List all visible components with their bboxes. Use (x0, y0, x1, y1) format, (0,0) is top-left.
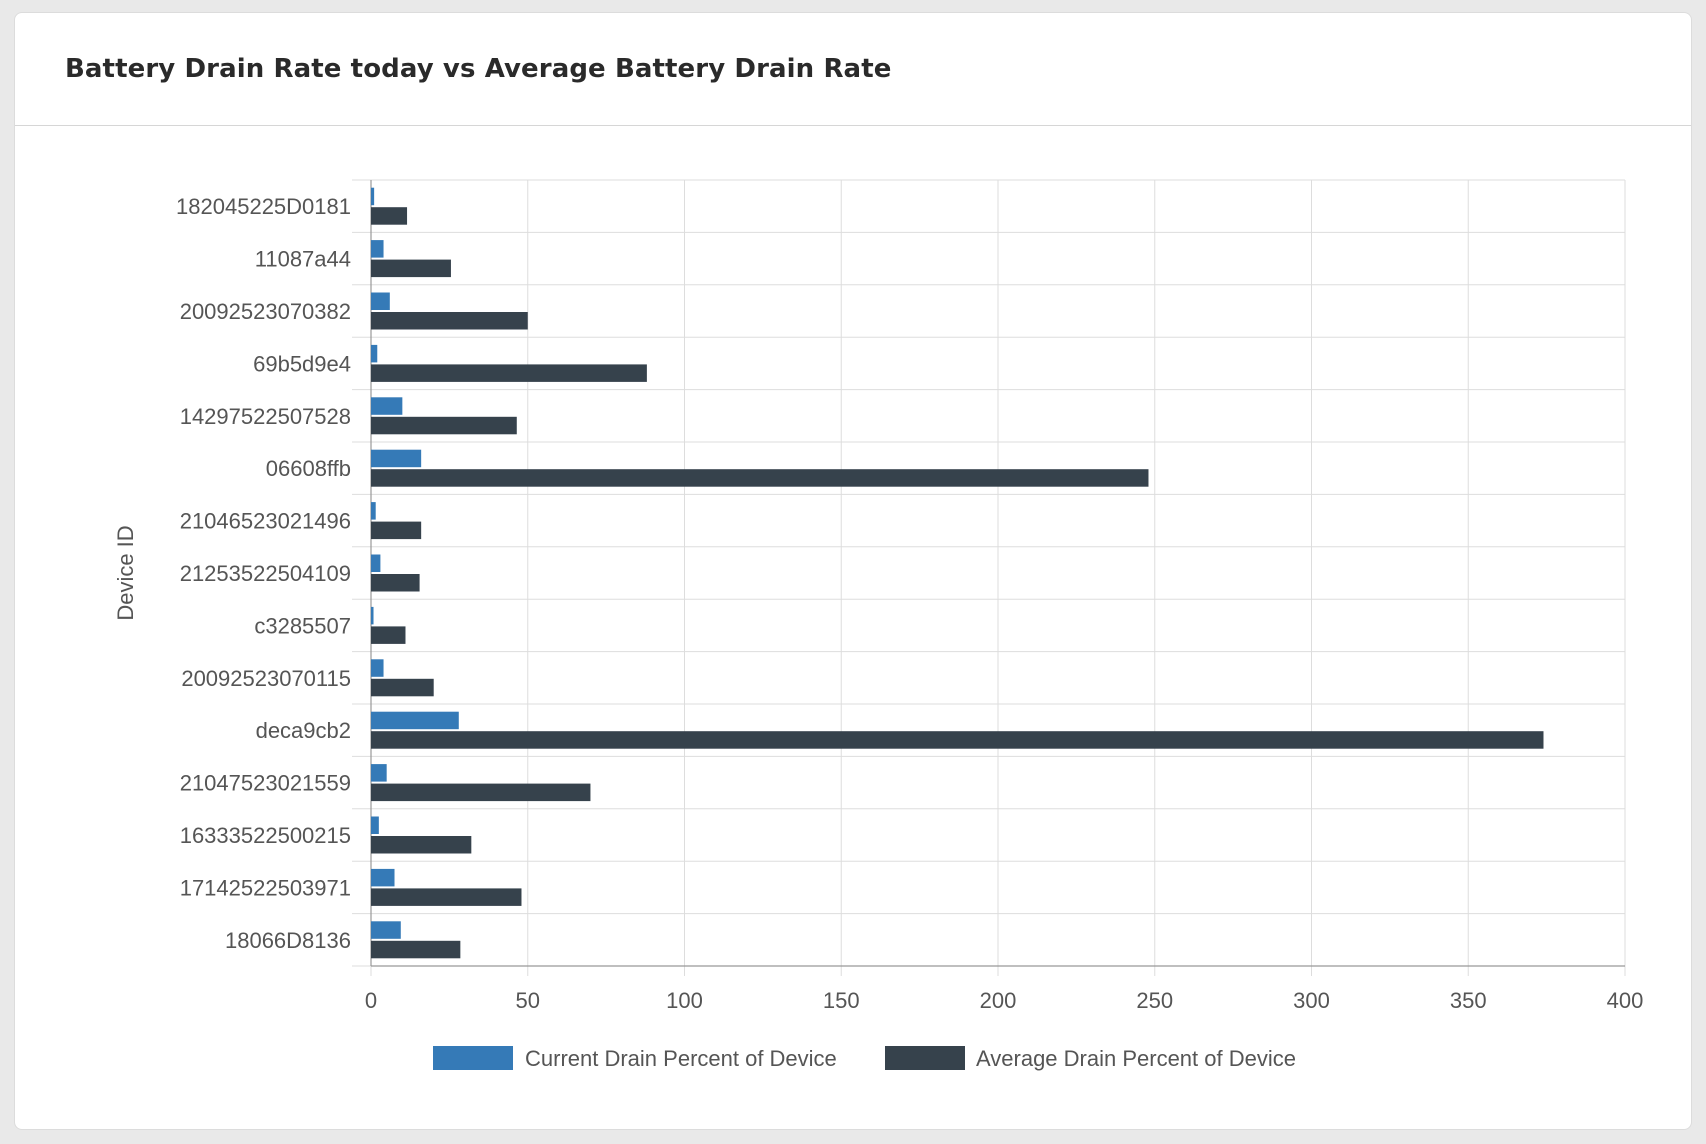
y-tick-label: deca9cb2 (256, 718, 351, 743)
y-tick-label: 20092523070382 (180, 299, 351, 324)
current-drain-bar (371, 868, 395, 887)
x-tick-label: 400 (1607, 988, 1644, 1013)
y-tick-label: 69b5d9e4 (253, 351, 351, 376)
y-tick-label: 06608ffb (266, 456, 351, 481)
average-drain-bar (371, 836, 472, 854)
x-tick-label: 100 (666, 988, 703, 1013)
current-drain-bar (371, 502, 376, 520)
y-tick-label: 14297522507528 (180, 404, 351, 429)
legend-label-average: Average Drain Percent of Device (976, 1046, 1296, 1071)
y-tick-label: 20092523070115 (181, 666, 351, 691)
chart-card: Battery Drain Rate today vs Average Batt… (14, 12, 1692, 1130)
y-tick-label: 21253522504109 (180, 561, 351, 586)
x-tick-label: 50 (516, 988, 540, 1013)
average-drain-bar (371, 416, 517, 435)
average-drain-bar (371, 678, 434, 697)
average-drain-bar (371, 469, 1149, 487)
current-drain-bar (371, 344, 378, 363)
legend-swatch-current (433, 1046, 513, 1070)
y-axis-title: Device ID (113, 525, 138, 620)
x-tick-label: 250 (1136, 988, 1173, 1013)
average-drain-bar (371, 940, 461, 959)
current-drain-bar (371, 764, 387, 782)
average-drain-bar (371, 312, 528, 330)
card-title: Battery Drain Rate today vs Average Batt… (65, 54, 892, 84)
y-tick-label: 21047523021559 (180, 771, 351, 796)
current-drain-bar (371, 397, 403, 415)
current-drain-bar (371, 240, 384, 258)
average-drain-bar (371, 521, 422, 540)
current-drain-bar (371, 816, 379, 834)
y-tick-label: c3285507 (254, 613, 351, 638)
average-drain-bar (371, 207, 408, 225)
current-drain-bar (371, 292, 390, 310)
x-tick-label: 350 (1450, 988, 1487, 1013)
current-drain-bar (371, 606, 374, 625)
current-drain-bar (371, 711, 459, 730)
current-drain-bar (371, 187, 375, 206)
average-drain-bar (371, 574, 420, 592)
current-drain-bar (371, 554, 381, 572)
current-drain-bar (371, 449, 422, 468)
average-drain-bar (371, 731, 1544, 749)
y-tick-label: 21046523021496 (180, 509, 351, 534)
y-tick-label: 16333522500215 (180, 823, 351, 848)
y-tick-label: 182045225D0181 (176, 194, 351, 219)
y-tick-label: 18066D8136 (225, 928, 351, 953)
current-drain-bar (371, 659, 384, 677)
x-tick-label: 300 (1293, 988, 1330, 1013)
legend-swatch-average (885, 1046, 965, 1070)
y-tick-label: 17142522503971 (180, 875, 351, 900)
average-drain-bar (371, 364, 647, 382)
average-drain-bar (371, 259, 451, 278)
average-drain-bar (371, 888, 522, 906)
x-tick-label: 150 (823, 988, 860, 1013)
x-tick-label: 0 (365, 988, 377, 1013)
y-tick-label: 11087a44 (255, 247, 351, 272)
average-drain-bar (371, 626, 406, 644)
average-drain-bar (371, 783, 591, 802)
current-drain-bar (371, 921, 401, 939)
legend-label-current: Current Drain Percent of Device (525, 1046, 837, 1071)
x-tick-label: 200 (980, 988, 1017, 1013)
card-header: Battery Drain Rate today vs Average Batt… (15, 13, 1691, 126)
